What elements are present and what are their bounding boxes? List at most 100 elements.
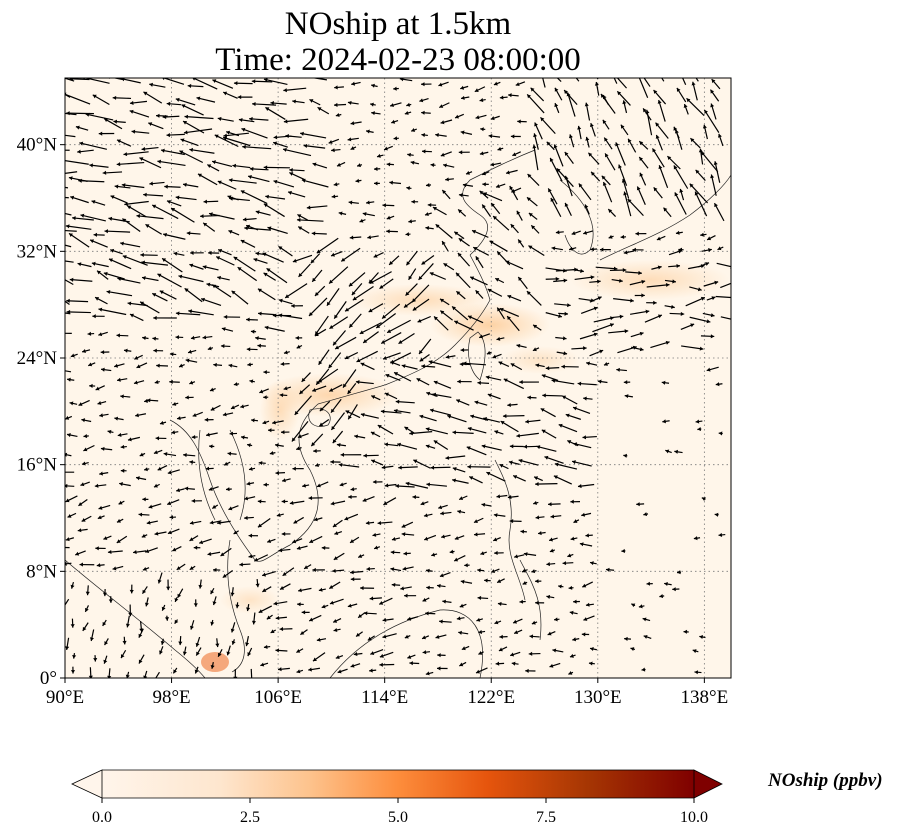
wind-arrow-head	[622, 100, 627, 105]
wind-arrow-head	[107, 675, 112, 678]
colorbar-tick-label: 2.5	[240, 809, 260, 826]
wind-arrow-head	[497, 146, 502, 151]
wind-arrow-head	[395, 399, 400, 404]
wind-arrow-head	[79, 562, 83, 567]
wind-arrow-head	[653, 187, 658, 192]
wind-arrow-head	[120, 78, 125, 82]
wind-arrow-head	[246, 224, 251, 229]
wind-arrow-head	[624, 394, 629, 399]
wind-arrow-shaft	[658, 99, 666, 122]
wind-arrow-shaft	[183, 128, 213, 134]
wind-arrow-head	[232, 163, 237, 168]
wind-arrow-head	[357, 163, 362, 168]
wind-arrow-shaft	[65, 225, 92, 230]
wind-arrow-head	[482, 171, 487, 176]
wind-arrow-shaft	[157, 273, 182, 288]
wind-arrow-head	[370, 651, 375, 656]
wind-arrow-head	[382, 203, 386, 208]
wind-arrow-shaft	[65, 562, 72, 565]
plume-malacca	[201, 652, 229, 672]
wind-arrow-head	[99, 471, 103, 476]
wind-arrow-head	[263, 482, 267, 487]
wind-arrow-head	[369, 668, 373, 673]
wind-arrow-head	[164, 617, 170, 621]
wind-arrow-head	[655, 134, 660, 139]
wind-arrow-head	[114, 184, 119, 189]
wind-arrow-head	[371, 459, 376, 464]
wind-arrow-head	[84, 607, 89, 612]
wind-arrow-head	[569, 610, 574, 615]
wind-arrow-head	[680, 311, 685, 316]
wind-arrow-head	[718, 532, 723, 537]
wind-arrow-head	[479, 98, 484, 103]
wind-arrow-head	[439, 104, 444, 108]
wind-arrow-head	[431, 552, 436, 557]
lat-tick-label: 8°N	[26, 561, 57, 582]
wind-arrow-shaft	[65, 300, 70, 305]
wind-arrow-head	[382, 314, 387, 319]
wind-arrow-head	[141, 276, 146, 281]
wind-arrow-head	[241, 127, 246, 132]
wind-arrow-head	[146, 398, 151, 403]
wind-arrow-head	[643, 512, 648, 517]
wind-arrow-head	[379, 600, 384, 605]
wind-arrow-head	[215, 643, 220, 648]
wind-arrow-head	[440, 511, 444, 516]
wind-arrow-head	[278, 246, 283, 251]
wind-arrow-head	[108, 599, 113, 603]
wind-arrow-head	[345, 410, 350, 415]
wind-arrow-head	[548, 502, 552, 507]
wind-arrow-head	[460, 347, 465, 353]
colorbar	[71, 769, 723, 799]
wind-arrow-head	[508, 460, 513, 465]
wind-arrow-head	[426, 183, 430, 188]
wind-arrow-head	[562, 395, 567, 400]
wind-arrow-head	[456, 291, 461, 296]
wind-arrow-head	[438, 505, 443, 510]
wind-arrow-head	[653, 89, 658, 94]
wind-arrow-shaft	[66, 300, 89, 303]
wind-arrow-head	[578, 183, 583, 188]
wind-arrow-head	[190, 335, 195, 340]
wind-arrow-head	[496, 184, 500, 189]
wind-arrow-head	[70, 670, 76, 674]
wind-arrow-shaft	[65, 260, 74, 263]
wind-arrow-head	[167, 470, 172, 475]
wind-arrow-shaft	[328, 266, 349, 284]
wind-arrow-shaft	[344, 299, 364, 312]
wind-arrow-head	[590, 247, 594, 252]
wind-arrow-head	[289, 500, 294, 506]
wind-arrow-shaft	[300, 132, 327, 139]
wind-arrow-head	[257, 499, 262, 504]
wind-arrow-head	[401, 523, 406, 528]
wind-arrow-head	[435, 133, 439, 138]
wind-arrow-head	[82, 626, 87, 631]
wind-arrow-head	[477, 595, 482, 601]
wind-arrow-head	[67, 433, 71, 438]
wind-arrow-head	[269, 451, 274, 456]
wind-arrow-head	[308, 495, 313, 501]
wind-arrow-head	[142, 566, 147, 571]
wind-arrow-head	[223, 314, 228, 320]
wind-arrow-head	[516, 210, 521, 215]
wind-arrow-head	[366, 129, 370, 134]
wind-arrow-head	[263, 203, 268, 208]
wind-arrow-head	[562, 561, 567, 566]
wind-arrow-head	[129, 313, 134, 318]
wind-arrow-head	[697, 426, 702, 432]
wind-arrow-head	[85, 112, 90, 117]
colorbar-label: NOship (ppbv)	[768, 770, 883, 791]
wind-arrow-head	[498, 647, 503, 652]
wind-arrow-head	[143, 192, 147, 197]
wind-arrow-head	[263, 272, 268, 277]
wind-arrow-head	[571, 231, 576, 236]
wind-arrow-head	[343, 383, 347, 388]
wind-arrow-head	[160, 641, 165, 645]
wind-arrow-head	[330, 408, 335, 413]
wind-arrow-head	[218, 248, 223, 253]
wind-arrow-shaft	[170, 207, 195, 223]
wind-arrow-head	[564, 90, 568, 95]
wind-arrow-head	[615, 142, 620, 147]
wind-arrow-shaft	[222, 136, 251, 147]
wind-arrow-head	[459, 496, 464, 501]
